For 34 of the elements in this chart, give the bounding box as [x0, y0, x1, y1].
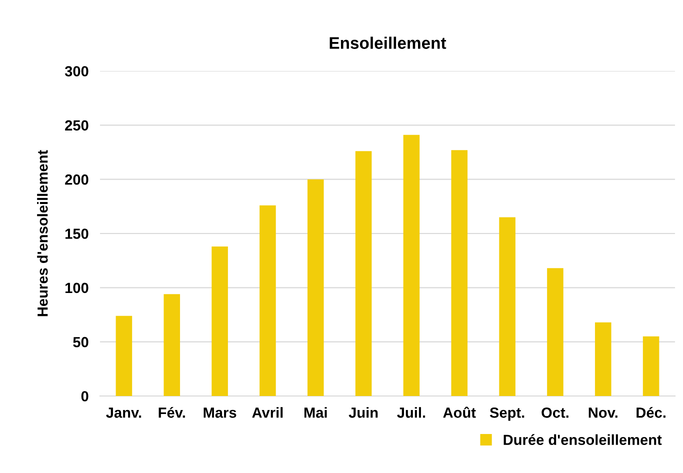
x-tick-label: Août: [443, 406, 476, 418]
y-tick-label: 250: [65, 120, 88, 131]
bar: [451, 150, 468, 396]
bar: [307, 179, 324, 396]
legend-label: Durée d'ensoleillement: [504, 434, 662, 445]
bar: [547, 268, 564, 396]
bar: [355, 151, 372, 396]
bar: [116, 316, 132, 396]
x-tick-label: Juil.: [397, 407, 426, 418]
bar: [499, 217, 516, 396]
x-tick-label: Sept.: [490, 407, 524, 421]
x-tick-label: Avril: [252, 407, 283, 418]
x-tick-label: Mars: [204, 408, 236, 418]
x-tick-label: Janv.: [106, 408, 142, 418]
x-tick-label: Oct.: [542, 407, 568, 418]
y-tick-label: 0: [81, 391, 88, 402]
y-tick-label: 50: [73, 336, 88, 348]
x-tick-label: Nov.: [588, 408, 618, 418]
bar: [164, 294, 180, 396]
x-tick-label: Mai: [304, 407, 327, 418]
y-tick-label: 150: [65, 228, 88, 239]
bar: [260, 205, 276, 396]
bar: [594, 322, 612, 396]
y-tick-label: 300: [64, 66, 88, 76]
y-axis-title: Heures d'ensoleillement: [37, 150, 48, 316]
bar: [642, 336, 660, 396]
x-tick-label: Juin: [348, 407, 378, 418]
y-tick-label: 100: [65, 282, 88, 294]
bar: [403, 134, 420, 396]
chart-title: Ensoleillement: [330, 36, 446, 49]
x-tick-label: Fév.: [158, 406, 185, 418]
bar: [212, 246, 228, 396]
x-tick-label: Déc.: [636, 406, 666, 418]
y-tick-label: 200: [65, 174, 88, 185]
